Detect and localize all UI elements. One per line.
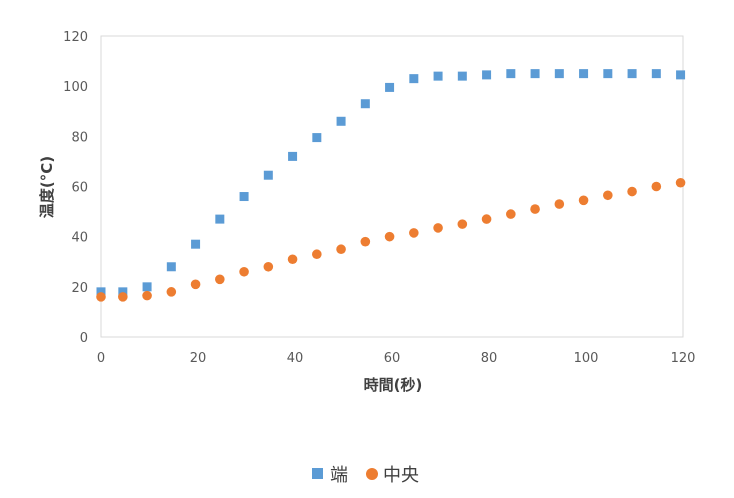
data-point-square [312, 133, 322, 143]
data-point-square [239, 192, 249, 202]
x-axis-title: 時間(秒) [364, 376, 423, 394]
data-point-square [651, 69, 661, 79]
data-point-square [627, 69, 637, 79]
data-point-circle [336, 244, 346, 255]
data-point-circle [190, 279, 201, 290]
data-point-square [554, 69, 564, 79]
y-tick-label: 20 [71, 281, 88, 296]
data-point-square [433, 71, 443, 81]
data-point-circle [433, 223, 443, 233]
data-point-circle [554, 199, 565, 209]
data-point-circle [215, 274, 225, 285]
data-point-circle [457, 219, 468, 229]
x-tick-label: 20 [190, 351, 207, 366]
data-point-circle [142, 290, 152, 301]
data-point-square [142, 282, 152, 292]
y-tick-label: 40 [71, 231, 88, 246]
y-tick-label: 60 [71, 181, 88, 196]
data-point-circle [530, 204, 540, 214]
data-point-circle [118, 292, 128, 302]
data-point-square [457, 71, 467, 81]
y-tick-label: 0 [80, 331, 88, 346]
x-tick-label: 0 [97, 351, 105, 366]
data-point-circle [675, 177, 686, 188]
plot-border [100, 35, 684, 338]
data-point-circle [384, 231, 395, 242]
plot-area [100, 35, 684, 338]
y-tick-label: 80 [71, 130, 88, 145]
data-point-square [336, 116, 346, 126]
data-point-square [530, 69, 540, 79]
data-point-circle [603, 190, 613, 201]
data-point-circle [651, 181, 662, 192]
data-point-square [263, 170, 273, 180]
x-tick-label: 80 [481, 351, 498, 366]
legend-label-center: 中央 [383, 465, 419, 486]
data-point-circle [627, 186, 637, 197]
data-point-circle [481, 214, 492, 224]
data-point-square [579, 69, 589, 79]
data-point-circle [506, 209, 516, 219]
y-tick-label: 120 [63, 30, 88, 45]
data-point-square [482, 70, 492, 80]
legend-marker-square [312, 468, 323, 479]
data-point-circle [96, 292, 106, 302]
y-axis-title: 温度(°C) [38, 156, 56, 218]
data-point-square [506, 69, 516, 79]
legend-label-edge: 端 [330, 465, 348, 486]
x-tick-label: 100 [574, 351, 599, 366]
data-point-circle [312, 249, 322, 260]
data-point-square [166, 262, 176, 272]
y-axis-ticks: 0 20 40 60 80 100 120 [63, 30, 88, 346]
data-point-square [288, 151, 298, 161]
data-point-square [603, 69, 613, 79]
x-tick-label: 120 [671, 351, 696, 366]
data-point-square [191, 239, 201, 249]
data-point-square [360, 99, 370, 109]
x-tick-label: 40 [287, 351, 304, 366]
data-point-circle [409, 228, 419, 238]
data-point-circle [166, 287, 177, 297]
data-point-square [676, 70, 686, 80]
data-point-square [215, 214, 225, 224]
legend: 端 中央 [312, 465, 419, 486]
data-point-square [385, 82, 395, 92]
data-point-circle [360, 236, 371, 247]
y-tick-label: 100 [63, 80, 88, 95]
data-point-circle [578, 195, 589, 206]
data-point-square [96, 287, 106, 297]
data-points [96, 69, 686, 302]
data-point-square [118, 287, 128, 297]
x-tick-label: 60 [384, 351, 401, 366]
x-axis-ticks: 0 20 40 60 80 100 120 [97, 351, 696, 366]
data-point-square [409, 74, 419, 84]
data-point-circle [239, 266, 249, 277]
data-point-circle [287, 254, 298, 265]
legend-marker-circle [366, 468, 378, 480]
data-point-circle [263, 261, 274, 272]
